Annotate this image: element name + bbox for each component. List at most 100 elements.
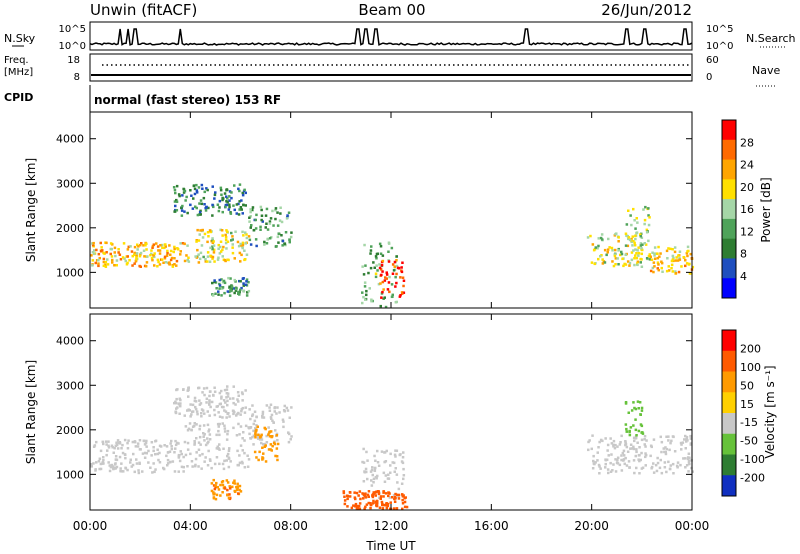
echo-cell (193, 192, 197, 196)
echo-cell (665, 435, 668, 438)
echo-cell (208, 402, 211, 406)
echo-cell (247, 458, 251, 461)
echo-cell (264, 460, 268, 463)
echo-cell (681, 441, 685, 444)
echo-cell (108, 464, 111, 467)
echo-cell (229, 211, 232, 214)
echo-cell (609, 470, 613, 473)
colorbar-tick-label: -50 (740, 435, 758, 448)
echo-cell (364, 492, 367, 495)
echo-cell (109, 465, 113, 469)
echo-cell (153, 264, 156, 267)
echo-cell (174, 208, 177, 212)
echo-cell (260, 214, 264, 217)
echo-cell (615, 461, 619, 465)
echo-cell (399, 294, 402, 297)
echo-cell (226, 454, 229, 458)
echo-cell (239, 490, 243, 493)
echo-cell (394, 455, 397, 458)
echo-cell (225, 392, 229, 395)
echo-cell (173, 257, 176, 260)
echo-cell (233, 184, 236, 187)
echo-cell (166, 451, 170, 454)
echo-cell (367, 490, 371, 493)
cpid-mode: normal (fast stereo) 153 RF (94, 93, 281, 107)
echo-cell (644, 205, 647, 209)
echo-cell (395, 281, 398, 285)
echo-cell (120, 447, 123, 450)
echo-cell (210, 400, 214, 404)
echo-cell (225, 200, 228, 203)
echo-cell (137, 471, 141, 475)
power-ylabel: Slant Range [km] (24, 158, 38, 262)
echo-cell (197, 261, 201, 264)
echo-cell (669, 247, 672, 251)
echo-cell (221, 462, 225, 466)
echo-cell (206, 410, 209, 413)
echo-cell (689, 437, 693, 440)
echo-cell (162, 467, 166, 471)
echo-cell (380, 263, 384, 267)
echo-cell (633, 471, 636, 475)
echo-cell (237, 292, 240, 295)
echo-cell (173, 200, 177, 203)
echo-cell (119, 467, 122, 470)
echo-cell (385, 271, 388, 274)
echo-cell (111, 258, 114, 262)
echo-cell (395, 255, 398, 258)
echo-cell (648, 216, 651, 219)
echo-cell (236, 486, 239, 490)
echo-cell (644, 464, 647, 467)
echo-cell (391, 496, 394, 499)
echo-cell (380, 296, 383, 299)
echo-cell (206, 437, 209, 440)
echo-cell (223, 281, 227, 285)
echo-cell (217, 256, 220, 259)
echo-cell (670, 267, 673, 270)
echo-cell (388, 496, 392, 499)
echo-cell (367, 501, 370, 505)
echo-cell (249, 417, 252, 421)
echo-cell (278, 411, 281, 414)
power-colorbar-label: Power [dB] (759, 177, 773, 242)
echo-cell (153, 252, 156, 255)
echo-cell (176, 248, 180, 251)
echo-cell (212, 393, 215, 397)
echo-cell (180, 206, 183, 210)
echo-cell (361, 265, 364, 268)
echo-cell (376, 269, 379, 272)
echo-cell (268, 435, 272, 438)
echo-cell (649, 269, 653, 273)
echo-cell (106, 449, 109, 452)
echo-cell (220, 287, 224, 290)
colorbar-tick-label: 16 (740, 203, 754, 216)
echo-cell (378, 506, 382, 509)
echo-cell (156, 452, 160, 456)
echo-cell (255, 456, 258, 459)
echo-cell (124, 467, 128, 470)
echo-cell (636, 400, 640, 403)
echo-cell (632, 401, 635, 404)
echo-cell (274, 207, 278, 210)
echo-cell (237, 213, 241, 216)
echo-cell (620, 434, 623, 438)
echo-cell (370, 298, 373, 301)
echo-cell (276, 235, 280, 239)
echo-cell (211, 237, 214, 240)
echo-cell (684, 259, 687, 262)
echo-cell (97, 252, 101, 256)
echo-cell (227, 449, 231, 452)
echo-cell (145, 439, 148, 443)
echo-cell (622, 454, 626, 457)
echo-cell (159, 445, 163, 448)
echo-cell (384, 492, 388, 495)
echo-cell (194, 205, 197, 208)
echo-cell (390, 246, 394, 250)
echo-cell (680, 443, 683, 446)
echo-cell (131, 264, 134, 267)
echo-cell (653, 257, 657, 260)
echo-cell (98, 467, 101, 471)
echo-cell (210, 489, 214, 493)
echo-cell (653, 265, 656, 268)
echo-cell (191, 410, 195, 413)
